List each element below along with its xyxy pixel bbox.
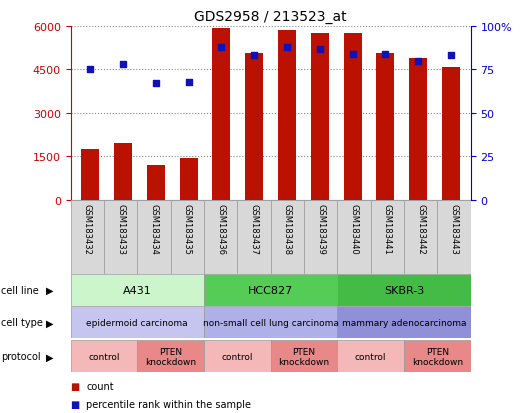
Point <box>316 46 324 53</box>
Text: GSM183439: GSM183439 <box>316 203 325 254</box>
Bar <box>71 340 137 373</box>
Text: GSM183436: GSM183436 <box>216 203 225 254</box>
Bar <box>81 150 99 200</box>
Bar <box>114 144 132 200</box>
Point <box>381 51 390 58</box>
Point <box>119 62 127 68</box>
Point <box>348 51 357 58</box>
Bar <box>204 340 271 373</box>
Text: ■: ■ <box>71 399 80 409</box>
Text: HCC827: HCC827 <box>248 285 293 295</box>
Point <box>414 58 423 65</box>
Bar <box>71 306 204 339</box>
Text: GSM183437: GSM183437 <box>249 203 258 254</box>
Text: GSM183443: GSM183443 <box>450 203 459 254</box>
Text: GSM183442: GSM183442 <box>416 203 425 254</box>
Bar <box>245 53 263 200</box>
Text: ▶: ▶ <box>46 285 53 295</box>
Text: SKBR-3: SKBR-3 <box>384 285 424 295</box>
Bar <box>442 68 460 200</box>
Text: GSM183435: GSM183435 <box>183 203 192 254</box>
Text: epidermoid carcinoma: epidermoid carcinoma <box>86 318 188 327</box>
Point <box>283 44 291 51</box>
Bar <box>212 29 231 200</box>
Text: GSM183432: GSM183432 <box>83 203 92 254</box>
Bar <box>377 53 394 200</box>
Text: ■: ■ <box>71 381 80 391</box>
Bar <box>137 200 170 275</box>
Text: percentile rank within the sample: percentile rank within the sample <box>86 399 251 409</box>
Text: control: control <box>88 352 120 361</box>
Text: GSM183434: GSM183434 <box>150 203 158 254</box>
Bar <box>337 306 471 339</box>
Bar <box>437 200 471 275</box>
Bar <box>271 200 304 275</box>
Bar <box>404 340 471 373</box>
Bar <box>71 200 104 275</box>
Text: GSM183433: GSM183433 <box>116 203 125 254</box>
Text: control: control <box>355 352 386 361</box>
Text: PTEN
knockdown: PTEN knockdown <box>412 347 463 366</box>
Bar <box>147 166 165 200</box>
Text: control: control <box>222 352 253 361</box>
Text: count: count <box>86 381 114 391</box>
Bar <box>204 200 237 275</box>
Bar <box>337 200 371 275</box>
Text: GSM183441: GSM183441 <box>383 203 392 254</box>
Point <box>250 53 258 59</box>
Point <box>447 53 455 59</box>
Bar <box>311 34 329 200</box>
Bar <box>271 340 337 373</box>
Point <box>217 44 225 51</box>
Text: GSM183440: GSM183440 <box>349 203 358 254</box>
Bar <box>404 200 437 275</box>
Text: non-small cell lung carcinoma: non-small cell lung carcinoma <box>203 318 338 327</box>
Text: ▶: ▶ <box>46 318 53 328</box>
Bar <box>137 340 204 373</box>
Bar <box>237 200 271 275</box>
Bar <box>304 200 337 275</box>
Bar <box>71 274 204 306</box>
Point <box>152 81 160 88</box>
Bar <box>371 200 404 275</box>
Text: cell line: cell line <box>1 285 39 295</box>
Text: GSM183438: GSM183438 <box>283 203 292 254</box>
Text: PTEN
knockdown: PTEN knockdown <box>278 347 329 366</box>
Text: mammary adenocarcinoma: mammary adenocarcinoma <box>342 318 467 327</box>
Bar <box>204 274 337 306</box>
Text: A431: A431 <box>123 285 152 295</box>
Bar <box>409 59 427 200</box>
Bar <box>104 200 137 275</box>
Bar <box>170 200 204 275</box>
Text: ▶: ▶ <box>46 351 53 361</box>
Bar <box>278 31 296 200</box>
Point <box>185 79 193 85</box>
Bar <box>204 306 337 339</box>
Bar <box>337 274 471 306</box>
Bar <box>344 34 362 200</box>
Bar <box>179 159 198 200</box>
Bar <box>337 340 404 373</box>
Text: protocol: protocol <box>1 351 41 361</box>
Text: cell type: cell type <box>1 318 43 328</box>
Title: GDS2958 / 213523_at: GDS2958 / 213523_at <box>195 10 347 24</box>
Point <box>86 67 95 74</box>
Text: PTEN
knockdown: PTEN knockdown <box>145 347 196 366</box>
